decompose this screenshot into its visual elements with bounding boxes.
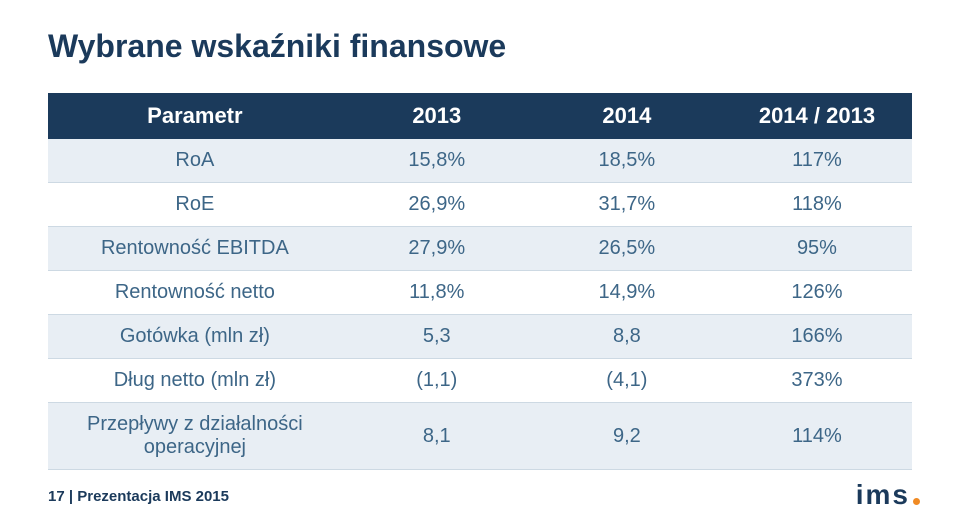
table-row: RoE 26,9% 31,7% 118%	[48, 183, 912, 227]
cell: 5,3	[342, 315, 532, 359]
footer-separator: |	[69, 488, 73, 505]
ims-logo: ims	[856, 481, 920, 509]
cell: 18,5%	[532, 139, 722, 183]
cell: Dług netto (mln zł)	[48, 359, 342, 403]
cell: 166%	[722, 315, 912, 359]
cell: (1,1)	[342, 359, 532, 403]
col-ratio: 2014 / 2013	[722, 93, 912, 139]
financial-table: Parametr 2013 2014 2014 / 2013 RoA 15,8%…	[48, 93, 912, 470]
logo-text: ims	[856, 481, 910, 509]
cell: 11,8%	[342, 271, 532, 315]
cell: 8,1	[342, 403, 532, 470]
col-2013: 2013	[342, 93, 532, 139]
logo-accent-dot	[913, 498, 920, 505]
slide-title: Wybrane wskaźniki finansowe	[48, 28, 912, 65]
cell: 373%	[722, 359, 912, 403]
cell: Przepływy z działalności operacyjnej	[48, 403, 342, 470]
col-parametr: Parametr	[48, 93, 342, 139]
cell: 31,7%	[532, 183, 722, 227]
cell: 95%	[722, 227, 912, 271]
page-number: 17	[48, 488, 65, 505]
cell: (4,1)	[532, 359, 722, 403]
cell: 26,9%	[342, 183, 532, 227]
cell: 117%	[722, 139, 912, 183]
table-row: Rentowność EBITDA 27,9% 26,5% 95%	[48, 227, 912, 271]
table-row: Rentowność netto 11,8% 14,9% 126%	[48, 271, 912, 315]
table-row: RoA 15,8% 18,5% 117%	[48, 139, 912, 183]
table-header-row: Parametr 2013 2014 2014 / 2013	[48, 93, 912, 139]
cell: 118%	[722, 183, 912, 227]
cell: RoE	[48, 183, 342, 227]
cell: 8,8	[532, 315, 722, 359]
cell: Rentowność EBITDA	[48, 227, 342, 271]
cell: Rentowność netto	[48, 271, 342, 315]
cell: 9,2	[532, 403, 722, 470]
cell: 27,9%	[342, 227, 532, 271]
col-2014: 2014	[532, 93, 722, 139]
cell: 26,5%	[532, 227, 722, 271]
cell: Gotówka (mln zł)	[48, 315, 342, 359]
table-row: Przepływy z działalności operacyjnej 8,1…	[48, 403, 912, 470]
cell: 114%	[722, 403, 912, 470]
table-row: Dług netto (mln zł) (1,1) (4,1) 373%	[48, 359, 912, 403]
cell: 14,9%	[532, 271, 722, 315]
cell: 126%	[722, 271, 912, 315]
table-row: Gotówka (mln zł) 5,3 8,8 166%	[48, 315, 912, 359]
cell: 15,8%	[342, 139, 532, 183]
cell: RoA	[48, 139, 342, 183]
footer-label: Prezentacja IMS 2015	[77, 488, 229, 505]
slide-footer: 17 | Prezentacja IMS 2015	[48, 488, 229, 505]
